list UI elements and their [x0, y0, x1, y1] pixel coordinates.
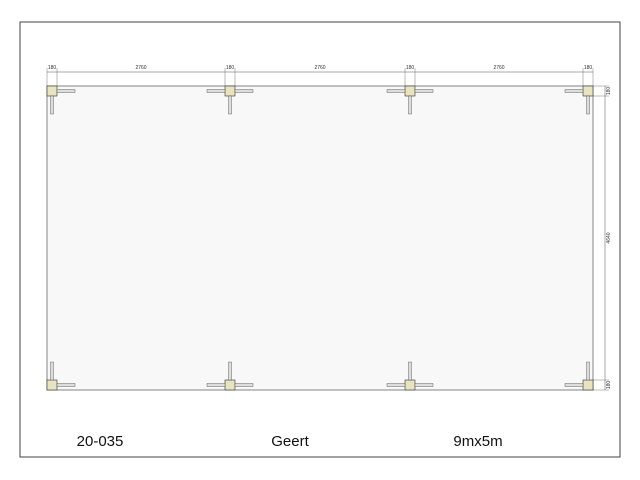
floor-plan	[46, 85, 594, 391]
dim-label: 180	[406, 65, 415, 71]
dim-label: 4640	[606, 232, 612, 243]
dim-label: 2760	[135, 65, 146, 71]
project-number: 20-035	[77, 433, 124, 450]
bracket	[386, 383, 406, 387]
bracket	[408, 95, 412, 115]
bracket	[50, 361, 54, 381]
bracket	[408, 361, 412, 381]
post	[404, 85, 416, 97]
post	[224, 85, 236, 97]
dim-label: 180	[226, 65, 235, 71]
dim-label: 180	[48, 65, 57, 71]
bracket	[50, 95, 54, 115]
post	[582, 379, 594, 391]
bracket	[228, 95, 232, 115]
bracket	[586, 95, 590, 115]
bracket	[234, 89, 254, 93]
bracket	[56, 383, 76, 387]
client-name: Geert	[271, 433, 309, 450]
bracket	[386, 89, 406, 93]
dimensions: 180 2760 180 2760 180 2760 180 180 4640 180	[46, 65, 612, 391]
bracket	[586, 361, 590, 381]
post	[224, 379, 236, 391]
bracket	[234, 383, 254, 387]
bracket	[414, 89, 434, 93]
dim-label: 180	[606, 381, 612, 390]
post	[46, 85, 58, 97]
bracket	[206, 89, 226, 93]
bracket	[414, 383, 434, 387]
dim-label: 2760	[493, 65, 504, 71]
bracket	[206, 383, 226, 387]
bracket	[56, 89, 76, 93]
dim-label: 2760	[314, 65, 325, 71]
post	[404, 379, 416, 391]
dim-label: 180	[584, 65, 593, 71]
bracket	[564, 89, 584, 93]
dim-label: 180	[606, 87, 612, 96]
post	[582, 85, 594, 97]
size-label: 9mx5m	[453, 433, 502, 450]
bracket	[564, 383, 584, 387]
bracket	[228, 361, 232, 381]
post	[46, 379, 58, 391]
